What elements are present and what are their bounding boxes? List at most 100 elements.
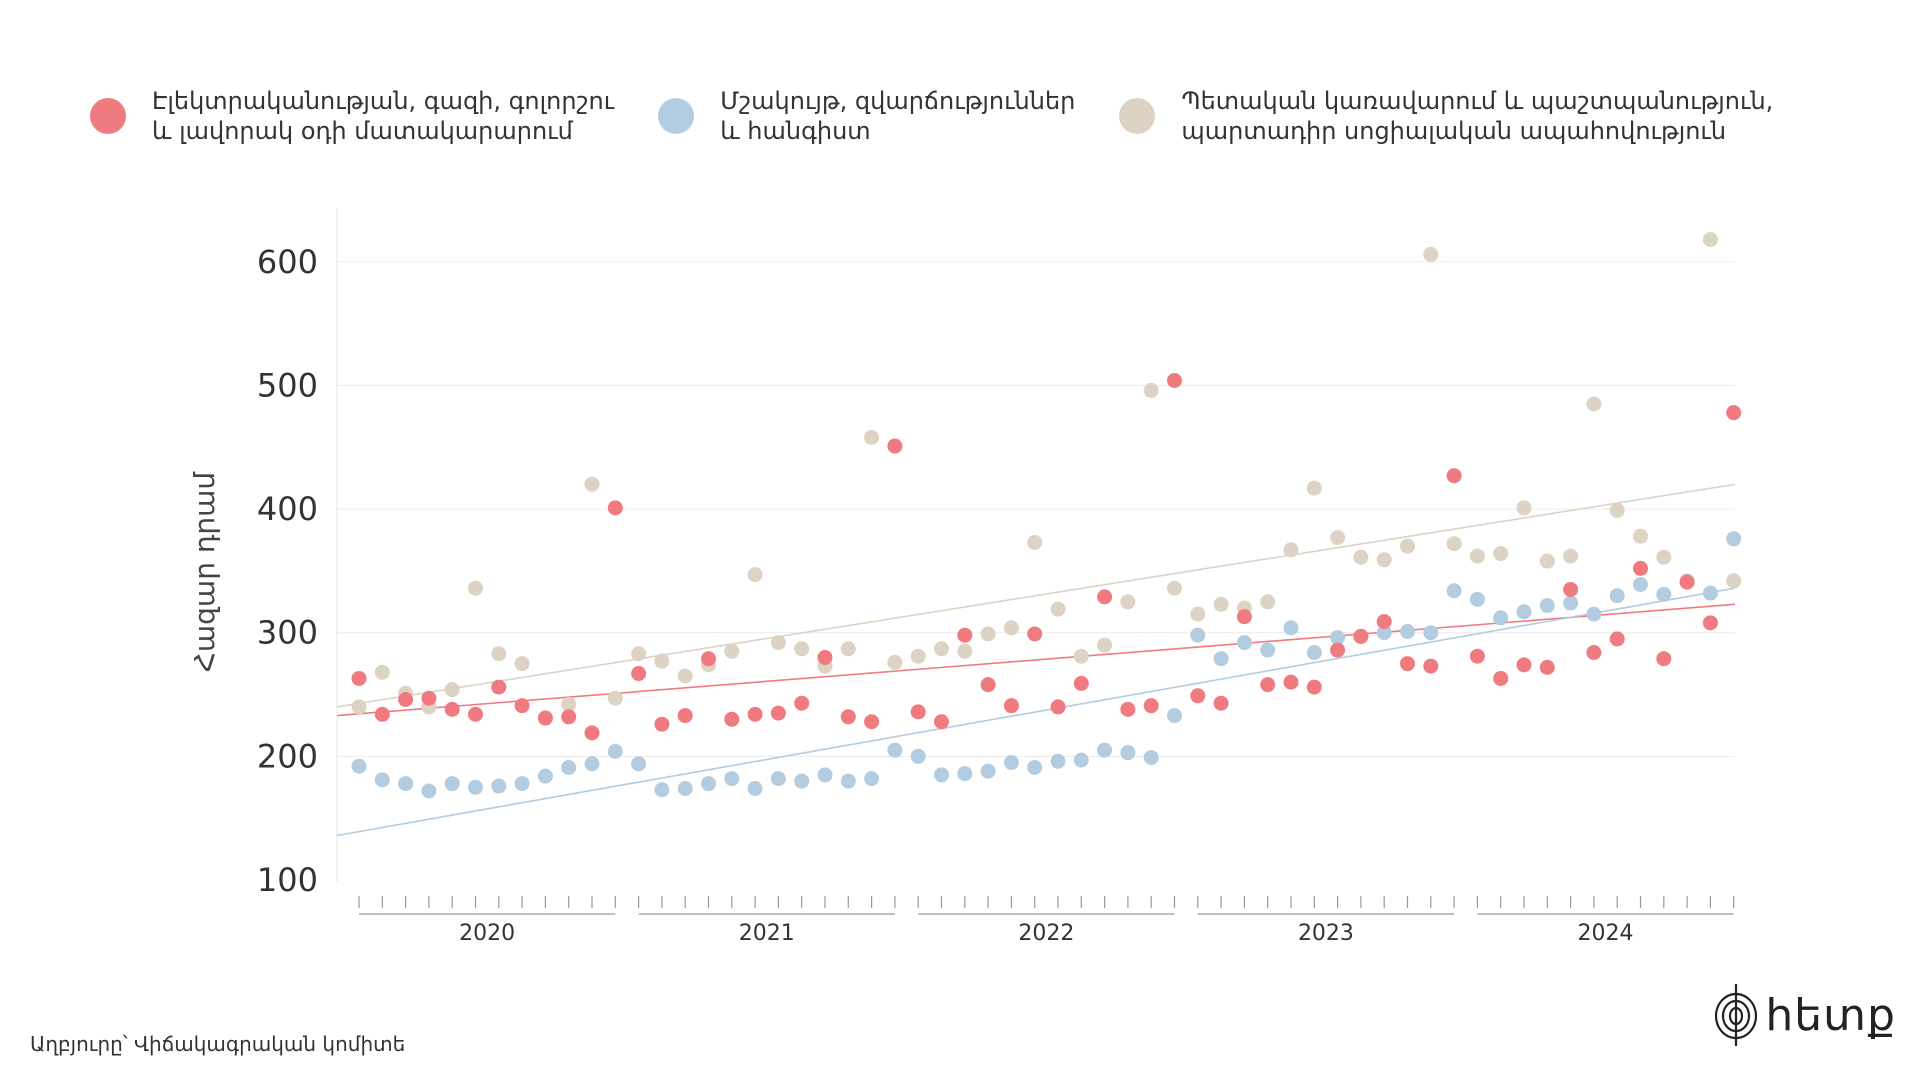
- data-point-series-0: [1143, 698, 1159, 714]
- data-point-series-0: [514, 698, 530, 714]
- data-point-series-1: [421, 783, 437, 799]
- data-point-series-0: [1563, 581, 1579, 597]
- data-point-series-1: [468, 779, 483, 795]
- data-point-series-0: [1539, 659, 1555, 675]
- data-point-series-0: [1283, 674, 1299, 690]
- data-point-series-1: [1143, 750, 1159, 766]
- data-point-series-1: [1539, 598, 1555, 614]
- legend-label-electricity: Էլեկտրականության, գազի, գոլորշու և լավոր…: [152, 87, 615, 145]
- x-year-label-2020: 2020: [459, 921, 515, 946]
- legend-item-electricity: Էլեկտրականության, գազի, գոլորշու և լավոր…: [90, 86, 614, 146]
- data-point-series-2: [957, 643, 973, 659]
- data-point-series-0: [491, 679, 507, 695]
- legend-swatch-culture: [658, 98, 695, 134]
- data-point-series-1: [444, 776, 460, 792]
- data-point-series-1: [770, 771, 786, 787]
- data-point-series-0: [770, 705, 786, 721]
- data-point-series-2: [1539, 553, 1555, 569]
- trend-line-2: [336, 483, 1736, 708]
- data-point-series-0: [1469, 648, 1485, 664]
- data-point-series-2: [1213, 596, 1229, 612]
- data-point-series-2: [1143, 382, 1159, 398]
- data-point-series-0: [747, 706, 763, 722]
- data-point-series-1: [701, 776, 716, 792]
- data-point-series-2: [1516, 500, 1532, 516]
- data-point-series-1: [1493, 610, 1509, 626]
- data-point-series-1: [1423, 625, 1439, 641]
- logo-text: hետք: [1765, 989, 1896, 1041]
- data-point-series-2: [1353, 549, 1369, 565]
- data-point-series-2: [607, 690, 623, 706]
- data-point-series-1: [1609, 588, 1625, 604]
- data-point-series-1: [1213, 651, 1229, 667]
- data-point-series-2: [491, 646, 507, 662]
- data-point-series-0: [980, 677, 996, 693]
- data-point-series-0: [1516, 657, 1532, 673]
- trend-line-1: [336, 587, 1736, 837]
- data-point-series-0: [677, 708, 693, 724]
- data-point-series-2: [864, 429, 880, 445]
- data-point-series-0: [840, 709, 856, 725]
- data-point-series-0: [1190, 688, 1206, 704]
- data-point-series-1: [1120, 745, 1136, 761]
- data-point-series-0: [1260, 677, 1276, 693]
- data-point-series-2: [1330, 530, 1346, 546]
- data-point-series-1: [864, 771, 880, 787]
- data-point-series-0: [910, 704, 926, 720]
- data-point-series-0: [584, 725, 600, 741]
- legend-label-government: Պետական կառավարում և պաշտպանություն, պար…: [1181, 87, 1774, 145]
- data-point-series-0: [398, 691, 414, 707]
- data-point-series-1: [374, 772, 390, 788]
- data-point-series-1: [794, 773, 810, 789]
- data-point-series-1: [514, 776, 530, 792]
- x-year-label-2022: 2022: [1018, 921, 1074, 946]
- data-point-series-2: [468, 580, 483, 596]
- data-point-series-2: [1003, 620, 1019, 636]
- data-point-series-1: [1563, 595, 1579, 611]
- data-point-series-2: [980, 626, 996, 642]
- data-point-series-2: [1120, 594, 1136, 610]
- data-point-series-1: [1400, 623, 1415, 639]
- data-point-series-1: [584, 756, 600, 772]
- data-point-series-2: [1073, 648, 1089, 664]
- y-tick-label-600: 600: [257, 243, 318, 281]
- data-point-series-2: [724, 643, 740, 659]
- x-year-label-2024: 2024: [1578, 921, 1634, 946]
- data-point-series-2: [910, 648, 926, 664]
- data-point-series-1: [351, 758, 367, 774]
- data-point-series-2: [1726, 573, 1742, 589]
- data-point-series-0: [794, 695, 810, 711]
- data-point-series-2: [1446, 536, 1462, 552]
- data-point-series-2: [1260, 594, 1276, 610]
- data-point-series-1: [1003, 755, 1019, 771]
- data-point-series-0: [561, 709, 577, 725]
- data-point-series-0: [374, 706, 390, 722]
- data-point-series-0: [1236, 609, 1252, 625]
- data-point-series-1: [1097, 742, 1113, 758]
- data-point-series-1: [561, 759, 577, 775]
- data-point-series-1: [1027, 759, 1043, 775]
- data-point-series-0: [1306, 679, 1322, 695]
- data-point-series-2: [1423, 246, 1439, 262]
- data-point-series-2: [794, 641, 810, 657]
- data-point-series-0: [701, 651, 716, 667]
- data-point-series-1: [1726, 531, 1742, 547]
- data-point-series-0: [1423, 658, 1439, 674]
- data-point-series-1: [1702, 585, 1718, 601]
- data-point-series-1: [840, 773, 856, 789]
- data-point-series-1: [607, 743, 623, 759]
- data-point-series-0: [468, 706, 483, 722]
- chart-legend: Էլեկտրականության, գազի, գոլորշու և լավոր…: [90, 86, 1817, 146]
- data-point-series-0: [1493, 670, 1509, 686]
- data-point-series-0: [1609, 631, 1625, 647]
- data-point-series-0: [1167, 373, 1182, 389]
- data-point-series-2: [1400, 538, 1415, 554]
- y-tick-label-100: 100: [257, 861, 318, 899]
- data-point-series-1: [1633, 577, 1648, 593]
- x-year-label-2021: 2021: [739, 921, 795, 946]
- data-point-series-1: [1050, 753, 1066, 769]
- data-point-series-1: [1167, 708, 1182, 724]
- source-note: Աղբյուրը՝ Վիճակագրական կոմիտե: [30, 1032, 406, 1056]
- data-point-series-1: [910, 748, 926, 764]
